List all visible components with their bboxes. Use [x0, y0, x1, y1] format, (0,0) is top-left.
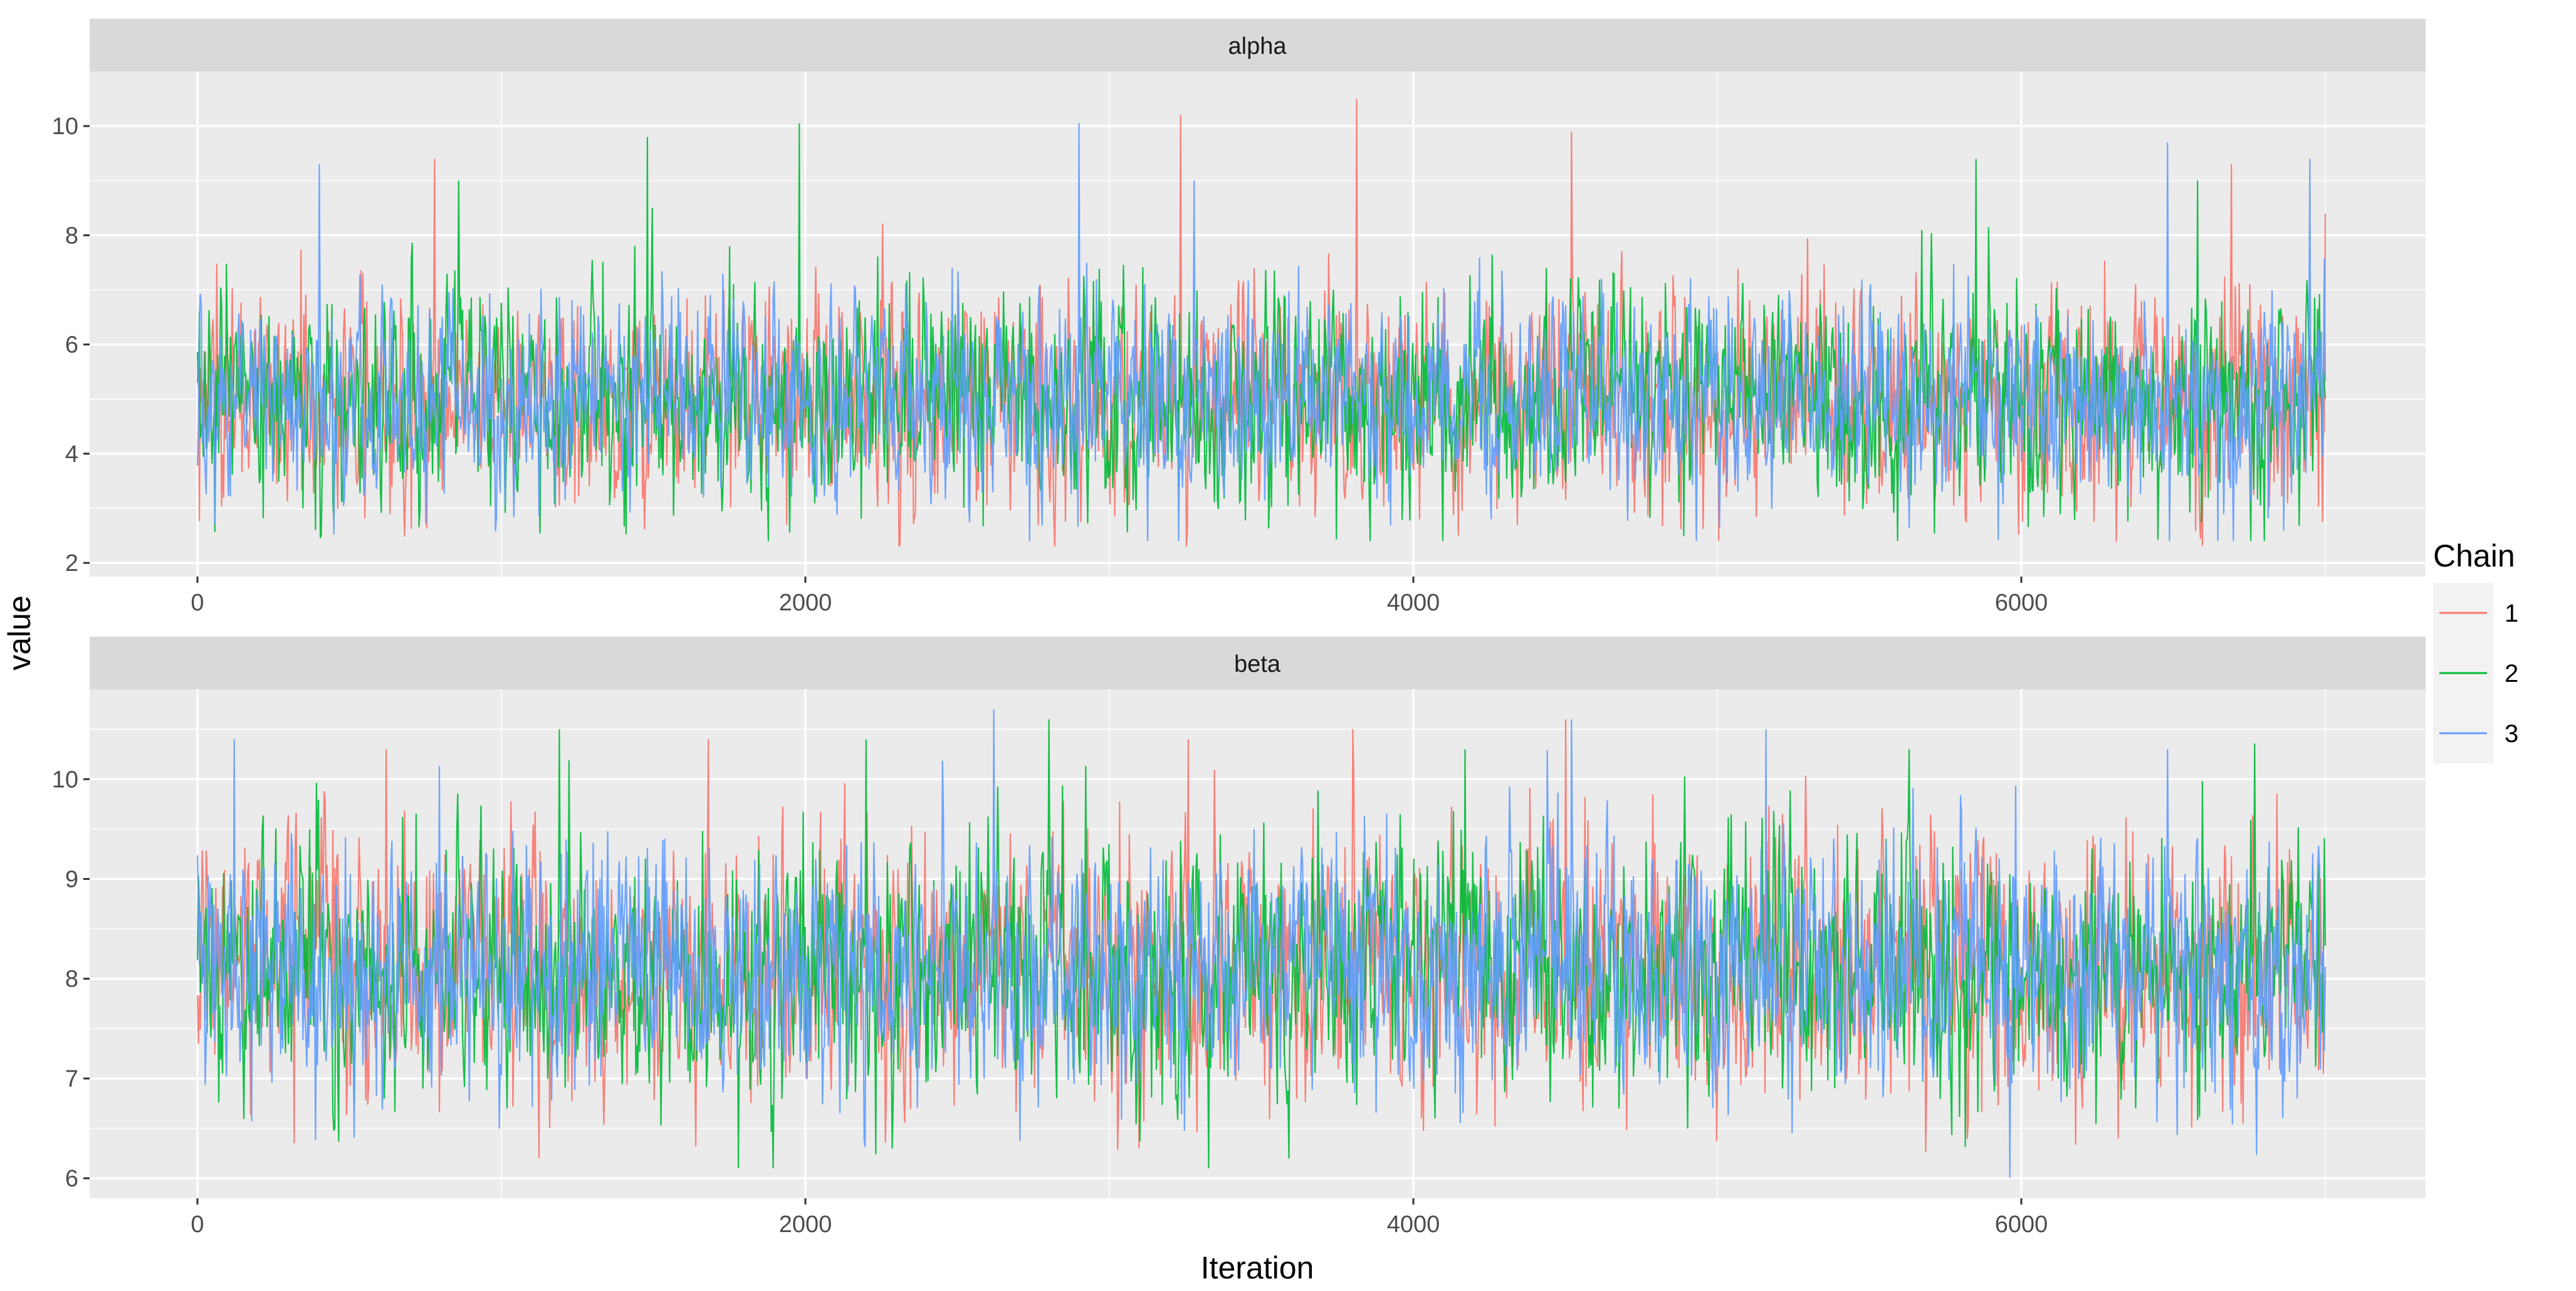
x-tick-label: 4000	[1387, 590, 1440, 616]
panel-alpha: alpha 2 4 6 8 10 0 2000 4000 6000	[52, 19, 2426, 616]
y-tick-label: 10	[52, 113, 78, 140]
y-tick-label: 6	[65, 332, 78, 358]
y-axis-title: value	[2, 595, 37, 671]
x-tick-label: 2000	[779, 590, 832, 616]
x-tick-label: 0	[191, 590, 204, 616]
y-tick-label: 8	[65, 966, 78, 993]
y-axis-beta: 6 7 8 9 10	[52, 766, 90, 1192]
x-axis-alpha: 0 2000 4000 6000	[191, 577, 2048, 616]
x-tick-label: 6000	[1995, 1211, 2048, 1238]
series-layer-beta	[196, 709, 2327, 1178]
y-tick-label: 10	[52, 766, 78, 793]
y-tick-label: 6	[65, 1166, 78, 1192]
legend-entry-2: 2	[2433, 643, 2518, 703]
trace-line-alpha-chain-2	[196, 123, 2327, 541]
strip-background-beta	[90, 637, 2426, 689]
legend-label-3: 3	[2505, 720, 2518, 748]
strip-label-alpha: alpha	[1228, 33, 1287, 60]
x-tick-label: 6000	[1995, 590, 2048, 616]
grid-minor-beta	[90, 689, 2426, 1198]
legend-label-1: 1	[2505, 600, 2518, 627]
x-tick-label: 0	[191, 1211, 204, 1238]
strip-label-beta: beta	[1234, 651, 1281, 677]
legend-entry-1: 1	[2433, 583, 2518, 643]
grid-major-beta	[90, 689, 2426, 1198]
x-axis-beta: 0 2000 4000 6000	[191, 1198, 2048, 1238]
y-tick-label: 7	[65, 1066, 78, 1092]
trace-line-beta-chain-3	[196, 709, 2327, 1178]
y-axis-alpha: 2 4 6 8 10	[52, 113, 90, 577]
x-axis-title: Iteration	[1201, 1250, 1314, 1285]
legend-entry-3: 3	[2433, 703, 2518, 763]
legend-title: Chain	[2433, 538, 2515, 573]
trace-line-alpha-chain-3	[196, 123, 2327, 541]
x-tick-label: 4000	[1387, 1211, 1440, 1238]
x-tick-label: 2000	[779, 1211, 832, 1238]
panel-beta: beta 6 7 8 9 10 0 2000 4000 6000	[52, 637, 2426, 1238]
y-tick-label: 8	[65, 222, 78, 249]
strip-background-alpha	[90, 19, 2426, 71]
legend-label-2: 2	[2505, 660, 2518, 687]
series-layer-alpha	[196, 98, 2327, 547]
y-tick-label: 2	[65, 550, 78, 577]
y-tick-label: 4	[65, 441, 78, 468]
legend: Chain 1 2 3	[2433, 538, 2518, 763]
y-tick-label: 9	[65, 867, 78, 893]
